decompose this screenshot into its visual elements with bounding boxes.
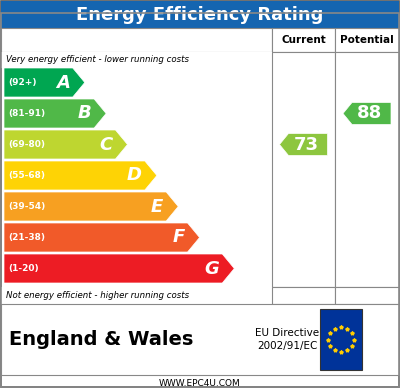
Text: E: E [151, 197, 163, 215]
Text: (92+): (92+) [8, 78, 36, 87]
Text: F: F [172, 229, 184, 246]
Text: (39-54): (39-54) [8, 202, 45, 211]
Polygon shape [4, 254, 234, 283]
Polygon shape [4, 130, 128, 159]
Text: Very energy efficient - lower running costs: Very energy efficient - lower running co… [6, 55, 189, 64]
Bar [1, 52, 272, 68]
Text: (55-68): (55-68) [8, 171, 45, 180]
Bar [272, 28, 335, 52]
Polygon shape [4, 68, 85, 97]
Text: 73: 73 [294, 135, 319, 154]
Text: WWW.EPC4U.COM: WWW.EPC4U.COM [159, 379, 241, 388]
Bar [1, 304, 399, 375]
Text: C: C [99, 135, 112, 154]
Polygon shape [4, 99, 106, 128]
Bar [1, 1, 399, 28]
Text: Energy Efficiency Rating: Energy Efficiency Rating [76, 5, 324, 24]
Text: Current: Current [281, 35, 326, 45]
Bar [1, 287, 272, 304]
Bar [335, 287, 399, 304]
Text: (69-80): (69-80) [8, 140, 45, 149]
Text: (21-38): (21-38) [8, 233, 45, 242]
Bar [1, 28, 272, 52]
Text: (1-20): (1-20) [8, 264, 39, 273]
Polygon shape [4, 192, 178, 221]
Bar [272, 287, 335, 304]
Text: Not energy efficient - higher running costs: Not energy efficient - higher running co… [6, 291, 189, 300]
Text: D: D [127, 166, 142, 185]
Text: England & Wales: England & Wales [9, 330, 193, 349]
Polygon shape [4, 161, 157, 190]
Text: A: A [56, 73, 70, 92]
Polygon shape [4, 223, 200, 252]
Text: B: B [77, 104, 91, 123]
Text: G: G [204, 260, 219, 277]
Text: (81-91): (81-91) [8, 109, 45, 118]
Polygon shape [343, 102, 391, 125]
Bar [272, 52, 335, 287]
Text: EU Directive
2002/91/EC: EU Directive 2002/91/EC [255, 328, 319, 351]
Polygon shape [280, 133, 328, 156]
Bar [335, 52, 399, 287]
Bar [335, 28, 399, 52]
Text: 88: 88 [357, 104, 383, 123]
Text: Potential: Potential [340, 35, 394, 45]
Bar [320, 309, 362, 370]
